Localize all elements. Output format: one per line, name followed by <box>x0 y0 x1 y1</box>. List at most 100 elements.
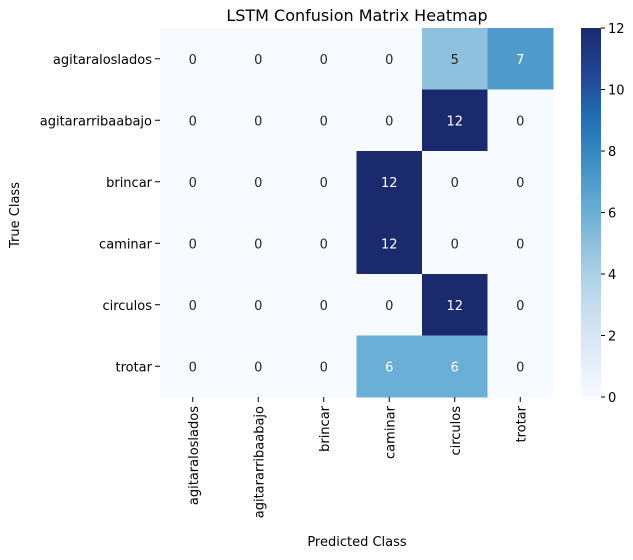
heatmap-cell <box>422 89 488 152</box>
x-tick-label: brincar <box>318 405 333 452</box>
heatmap-cell <box>291 28 357 90</box>
y-tick-label: trotar <box>115 360 152 375</box>
cell-value: 0 <box>189 53 197 68</box>
cell-value: 0 <box>189 114 197 129</box>
heatmap-cell <box>356 89 423 152</box>
cell-value: 12 <box>381 237 398 252</box>
colorbar-tick-label: 12 <box>608 22 625 37</box>
heatmap-cell <box>356 28 423 90</box>
cell-value: 6 <box>385 360 393 375</box>
heatmap-cell <box>487 212 554 275</box>
y-tick-label: agitaraloslados <box>53 53 152 68</box>
y-tick-label: agitararribaabajo <box>40 114 152 129</box>
chart-title: LSTM Confusion Matrix Heatmap <box>226 6 487 25</box>
heatmap-cell <box>160 89 226 152</box>
cell-value: 12 <box>381 176 398 191</box>
heatmap-cell <box>291 335 357 398</box>
x-tick-labels: agitaraloslados agitararribaabajo brincar c… <box>187 397 529 518</box>
cell-value: 0 <box>516 114 524 129</box>
cell-value: 5 <box>451 53 459 68</box>
cell-value: 0 <box>451 176 459 191</box>
x-tick-label: agitararribaabajo <box>252 406 267 518</box>
heatmap-cell <box>422 335 488 398</box>
cell-value: 6 <box>451 360 459 375</box>
cell-value: 0 <box>516 360 524 375</box>
cell-value: 0 <box>320 114 328 129</box>
colorbar-gradient-bar <box>581 28 601 397</box>
heatmap-cell <box>356 335 423 398</box>
cell-value: 0 <box>516 299 524 314</box>
cell-value: 7 <box>516 53 524 68</box>
x-tick-label: trotar <box>514 405 529 442</box>
y-axis-label: True Class <box>8 182 23 249</box>
cell-value: 0 <box>320 53 328 68</box>
cell-value: 0 <box>320 176 328 191</box>
heatmap-cell <box>487 89 554 152</box>
colorbar-tick-label: 10 <box>608 84 625 99</box>
cell-value: 0 <box>254 237 262 252</box>
colorbar-tick-label: 6 <box>608 207 616 222</box>
cell-value: 0 <box>254 53 262 68</box>
heatmap-cell <box>160 274 226 336</box>
heatmap-cell <box>291 212 357 275</box>
colorbar-tick-label: 2 <box>608 330 616 345</box>
cell-value: 0 <box>189 237 197 252</box>
cell-value: 0 <box>254 299 262 314</box>
cell-value: 0 <box>516 176 524 191</box>
x-tick-label: circulos <box>449 406 464 456</box>
heatmap-cell <box>422 28 488 90</box>
colorbar: 0 2 4 6 8 10 12 <box>581 22 625 406</box>
heatmap-cell <box>225 274 292 336</box>
cell-annotations: 0 0 0 0 5 7 0 0 0 0 12 0 0 0 0 12 0 0 0 0 0 12 0 0 0 0 0 0 12 0 0 0 0 6 6 0 <box>189 53 525 376</box>
cell-value: 0 <box>320 299 328 314</box>
cell-value: 0 <box>254 114 262 129</box>
heatmap-cell <box>225 28 292 90</box>
heatmap-cell <box>160 28 226 90</box>
colorbar-tick-label: 8 <box>608 145 616 160</box>
cell-value: 12 <box>446 114 463 129</box>
heatmap-cell <box>225 212 292 275</box>
cell-value: 0 <box>320 360 328 375</box>
heatmap-cell <box>356 274 423 336</box>
x-tick-label: agitaraloslados <box>187 406 202 505</box>
heatmap-cell <box>160 335 226 398</box>
heatmap-cell <box>487 28 554 90</box>
cell-value: 0 <box>189 299 197 314</box>
heatmap-cell <box>422 212 488 275</box>
cell-value: 0 <box>254 360 262 375</box>
cell-value: 0 <box>451 237 459 252</box>
heatmap-cell <box>291 151 357 213</box>
heatmap-cell <box>291 89 357 152</box>
heatmap-cell <box>225 151 292 213</box>
colorbar-tick-label: 4 <box>608 268 616 283</box>
cell-value: 0 <box>385 114 393 129</box>
heatmap-cell <box>356 151 423 213</box>
cell-value: 0 <box>385 299 393 314</box>
heatmap-cell <box>160 212 226 275</box>
heatmap-cell <box>487 274 554 336</box>
cell-value: 0 <box>385 53 393 68</box>
y-tick-labels: agitaraloslados agitararribaabajo brincar c… <box>40 53 160 375</box>
heatmap-cell <box>160 151 226 213</box>
heatmap-cell <box>422 274 488 336</box>
heatmap-cells <box>160 28 554 398</box>
heatmap-cell <box>422 151 488 213</box>
cell-value: 0 <box>189 360 197 375</box>
cell-value: 12 <box>446 299 463 314</box>
cell-value: 0 <box>320 237 328 252</box>
cell-value: 0 <box>516 237 524 252</box>
x-axis-label: Predicted Class <box>307 535 407 550</box>
colorbar-tick-label: 0 <box>608 391 616 406</box>
cell-value: 0 <box>254 176 262 191</box>
heatmap-cell <box>225 89 292 152</box>
y-tick-label: circulos <box>102 299 152 314</box>
heatmap-cell <box>487 151 554 213</box>
y-tick-label: brincar <box>106 176 153 191</box>
y-tick-label: caminar <box>99 237 153 252</box>
x-tick-label: caminar <box>383 405 398 459</box>
cell-value: 0 <box>189 176 197 191</box>
heatmap-cell <box>356 212 423 275</box>
heatmap-cell <box>291 274 357 336</box>
